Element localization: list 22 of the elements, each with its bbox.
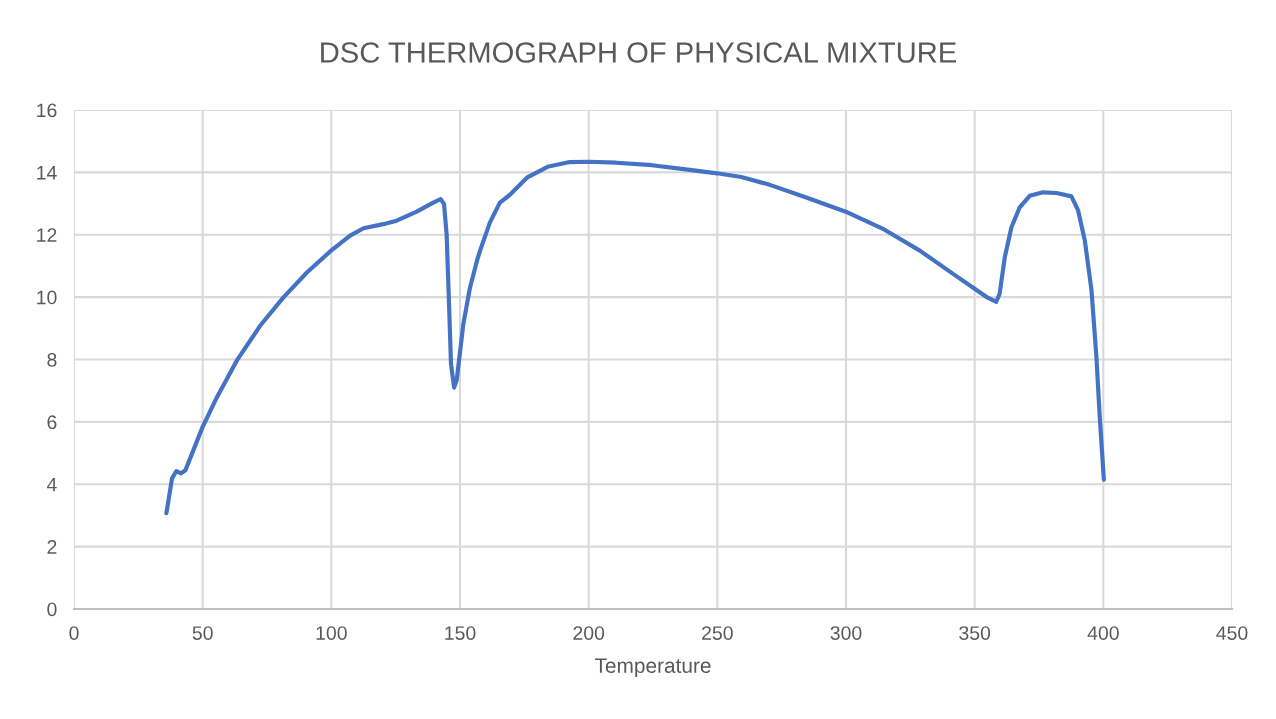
x-tick-label: 0 [69, 626, 79, 640]
x-tick-label: 250 [702, 626, 733, 640]
x-tick-label: 50 [192, 626, 213, 640]
y-tick-label: 16 [37, 103, 57, 118]
y-tick-label: 14 [37, 166, 57, 180]
y-tick-label: 12 [37, 228, 57, 242]
x-axis-title: Temperature [595, 658, 711, 678]
x-tick-label: 350 [959, 626, 991, 640]
y-tick-label: 0 [47, 602, 57, 617]
y-tick-label: 8 [47, 352, 57, 367]
x-tick-label: 400 [1087, 626, 1119, 640]
y-tick-label: 2 [47, 540, 57, 554]
x-tick-label: 200 [573, 626, 605, 640]
y-tick-label: 6 [47, 415, 57, 430]
y-tick-label: 10 [37, 290, 57, 305]
x-tick-label: 300 [830, 626, 862, 640]
x-tick-label: 150 [445, 626, 476, 640]
chart-title: DSC THERMOGRAPH OF PHYSICAL MIXTURE [321, 42, 956, 63]
x-tick-label: 100 [316, 626, 347, 640]
x-tick-label: 450 [1216, 626, 1248, 640]
line-series [164, 159, 1106, 516]
y-tick-label: 4 [46, 477, 57, 492]
